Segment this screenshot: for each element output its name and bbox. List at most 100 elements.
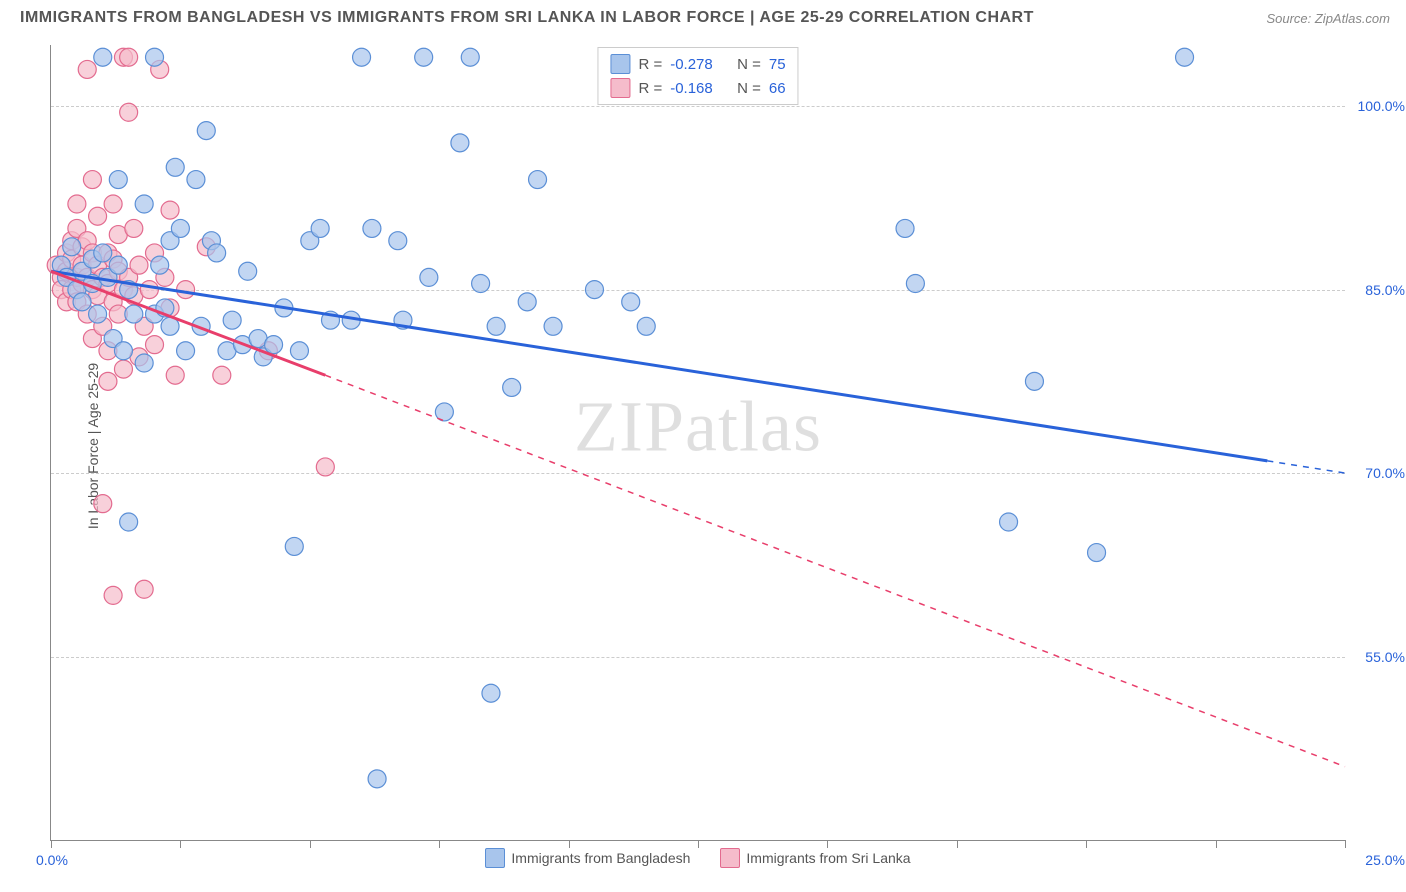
scatter-point-bangladesh bbox=[151, 256, 169, 274]
scatter-point-bangladesh bbox=[544, 317, 562, 335]
scatter-point-bangladesh bbox=[114, 342, 132, 360]
legend-label-srilanka: Immigrants from Sri Lanka bbox=[746, 850, 910, 866]
stats-legend-box: R = -0.278 N = 75 R = -0.168 N = 66 bbox=[597, 47, 798, 105]
scatter-point-bangladesh bbox=[906, 275, 924, 293]
scatter-point-srilanka bbox=[120, 103, 138, 121]
scatter-point-bangladesh bbox=[187, 171, 205, 189]
scatter-point-bangladesh bbox=[1088, 544, 1106, 562]
scatter-point-bangladesh bbox=[135, 354, 153, 372]
x-tick bbox=[180, 840, 181, 848]
stats-row-srilanka: R = -0.168 N = 66 bbox=[610, 76, 785, 100]
bottom-legend: Immigrants from Bangladesh Immigrants fr… bbox=[51, 848, 1345, 868]
x-tick bbox=[51, 840, 52, 848]
stat-n-value-srilanka: 66 bbox=[769, 80, 786, 97]
scatter-point-srilanka bbox=[83, 171, 101, 189]
scatter-point-bangladesh bbox=[482, 684, 500, 702]
scatter-point-bangladesh bbox=[622, 293, 640, 311]
scatter-point-srilanka bbox=[316, 458, 334, 476]
scatter-point-srilanka bbox=[135, 580, 153, 598]
x-tick bbox=[1216, 840, 1217, 848]
scatter-point-bangladesh bbox=[89, 305, 107, 323]
stat-r-value-bangladesh: -0.278 bbox=[670, 56, 713, 73]
scatter-point-bangladesh bbox=[239, 262, 257, 280]
scatter-point-bangladesh bbox=[472, 275, 490, 293]
regression-line-dashed-srilanka bbox=[325, 375, 1345, 766]
source-attribution: Source: ZipAtlas.com bbox=[1266, 11, 1390, 26]
y-tick-label: 70.0% bbox=[1350, 465, 1405, 481]
legend-item-bangladesh: Immigrants from Bangladesh bbox=[485, 848, 690, 868]
scatter-point-srilanka bbox=[94, 495, 112, 513]
y-tick-label: 85.0% bbox=[1350, 282, 1405, 298]
scatter-point-bangladesh bbox=[135, 195, 153, 213]
scatter-point-bangladesh bbox=[363, 219, 381, 237]
x-tick bbox=[310, 840, 311, 848]
x-tick bbox=[1086, 840, 1087, 848]
x-tick bbox=[698, 840, 699, 848]
scatter-point-bangladesh bbox=[389, 232, 407, 250]
swatch-srilanka-icon bbox=[610, 78, 630, 98]
scatter-point-bangladesh bbox=[368, 770, 386, 788]
stat-r-label: R = bbox=[638, 56, 662, 73]
scatter-point-bangladesh bbox=[285, 537, 303, 555]
source-label: Source: bbox=[1266, 11, 1314, 26]
scatter-point-srilanka bbox=[99, 372, 117, 390]
scatter-point-srilanka bbox=[130, 256, 148, 274]
scatter-point-srilanka bbox=[89, 207, 107, 225]
y-tick-label: 100.0% bbox=[1350, 98, 1405, 114]
scatter-point-srilanka bbox=[104, 586, 122, 604]
scatter-point-bangladesh bbox=[63, 238, 81, 256]
scatter-point-bangladesh bbox=[896, 219, 914, 237]
chart-svg bbox=[51, 45, 1345, 840]
x-tick bbox=[957, 840, 958, 848]
stat-r-value-srilanka: -0.168 bbox=[670, 80, 713, 97]
scatter-point-bangladesh bbox=[120, 513, 138, 531]
scatter-point-srilanka bbox=[140, 281, 158, 299]
scatter-point-bangladesh bbox=[146, 48, 164, 66]
plot-area: ZIPatlas 55.0%70.0%85.0%100.0% R = -0.27… bbox=[50, 45, 1345, 841]
scatter-point-bangladesh bbox=[1176, 48, 1194, 66]
regression-line-bangladesh bbox=[51, 271, 1267, 461]
swatch-bangladesh-icon bbox=[485, 848, 505, 868]
scatter-point-bangladesh bbox=[518, 293, 536, 311]
legend-item-srilanka: Immigrants from Sri Lanka bbox=[720, 848, 910, 868]
source-value: ZipAtlas.com bbox=[1315, 11, 1390, 26]
title-bar: IMMIGRANTS FROM BANGLADESH VS IMMIGRANTS… bbox=[0, 0, 1406, 36]
scatter-point-bangladesh bbox=[109, 171, 127, 189]
scatter-point-srilanka bbox=[125, 219, 143, 237]
scatter-point-bangladesh bbox=[109, 256, 127, 274]
scatter-point-bangladesh bbox=[311, 219, 329, 237]
x-tick bbox=[439, 840, 440, 848]
scatter-point-bangladesh bbox=[637, 317, 655, 335]
scatter-point-bangladesh bbox=[420, 268, 438, 286]
scatter-point-srilanka bbox=[104, 195, 122, 213]
scatter-point-bangladesh bbox=[94, 244, 112, 262]
x-tick bbox=[827, 840, 828, 848]
scatter-point-bangladesh bbox=[73, 293, 91, 311]
scatter-point-srilanka bbox=[146, 336, 164, 354]
scatter-point-bangladesh bbox=[529, 171, 547, 189]
stats-row-bangladesh: R = -0.278 N = 75 bbox=[610, 52, 785, 76]
scatter-point-bangladesh bbox=[171, 219, 189, 237]
stat-n-value-bangladesh: 75 bbox=[769, 56, 786, 73]
scatter-point-bangladesh bbox=[451, 134, 469, 152]
scatter-point-bangladesh bbox=[487, 317, 505, 335]
scatter-point-srilanka bbox=[177, 281, 195, 299]
scatter-point-srilanka bbox=[161, 201, 179, 219]
scatter-point-srilanka bbox=[68, 195, 86, 213]
scatter-point-bangladesh bbox=[223, 311, 241, 329]
scatter-point-bangladesh bbox=[585, 281, 603, 299]
stat-r-label: R = bbox=[638, 80, 662, 97]
scatter-point-bangladesh bbox=[461, 48, 479, 66]
scatter-point-bangladesh bbox=[197, 122, 215, 140]
scatter-point-bangladesh bbox=[177, 342, 195, 360]
x-tick bbox=[1345, 840, 1346, 848]
chart-title: IMMIGRANTS FROM BANGLADESH VS IMMIGRANTS… bbox=[20, 9, 1034, 27]
scatter-point-bangladesh bbox=[415, 48, 433, 66]
swatch-srilanka-icon bbox=[720, 848, 740, 868]
scatter-point-bangladesh bbox=[1025, 372, 1043, 390]
scatter-point-bangladesh bbox=[125, 305, 143, 323]
x-axis-max-label: 25.0% bbox=[1350, 852, 1405, 868]
scatter-point-srilanka bbox=[213, 366, 231, 384]
stat-n-label: N = bbox=[737, 80, 761, 97]
scatter-point-bangladesh bbox=[94, 48, 112, 66]
